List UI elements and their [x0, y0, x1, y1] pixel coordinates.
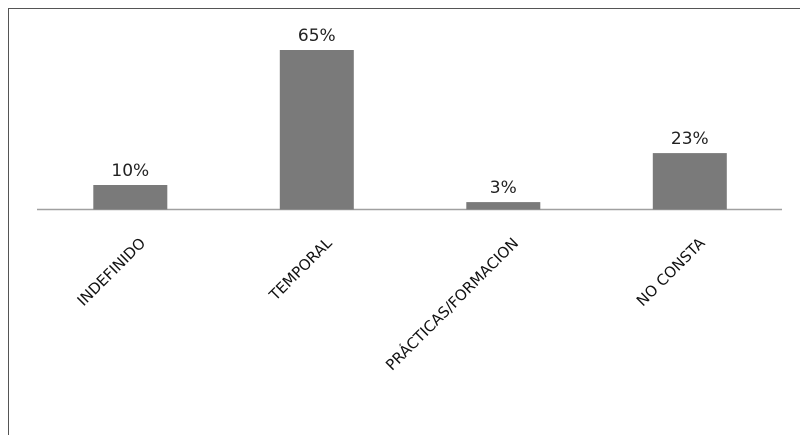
category-label-no-consta: NO CONSTA [633, 234, 709, 310]
data-label-practicas-formacion: 3% [490, 178, 517, 198]
data-label-no-consta: 23% [671, 129, 709, 149]
category-label-practicas-formacion: PRÁCTICAS/FORMACION [381, 233, 522, 374]
bar-practicas-formacion [466, 202, 541, 210]
data-label-temporal: 65% [298, 26, 336, 46]
data-label-indefinido: 10% [111, 161, 149, 181]
category-labels-group: INDEFINIDO TEMPORAL PRÁCTICAS/FORMACION NO … [74, 233, 709, 374]
category-label-indefinido: INDEFINIDO [74, 234, 149, 309]
bar-temporal [279, 50, 354, 210]
bars-group [93, 50, 727, 210]
category-label-temporal: TEMPORAL [265, 234, 336, 305]
data-labels-group: 10% 65% 3% 23% [111, 26, 708, 198]
bar-indefinido [93, 185, 168, 210]
bar-no-consta [652, 153, 727, 210]
